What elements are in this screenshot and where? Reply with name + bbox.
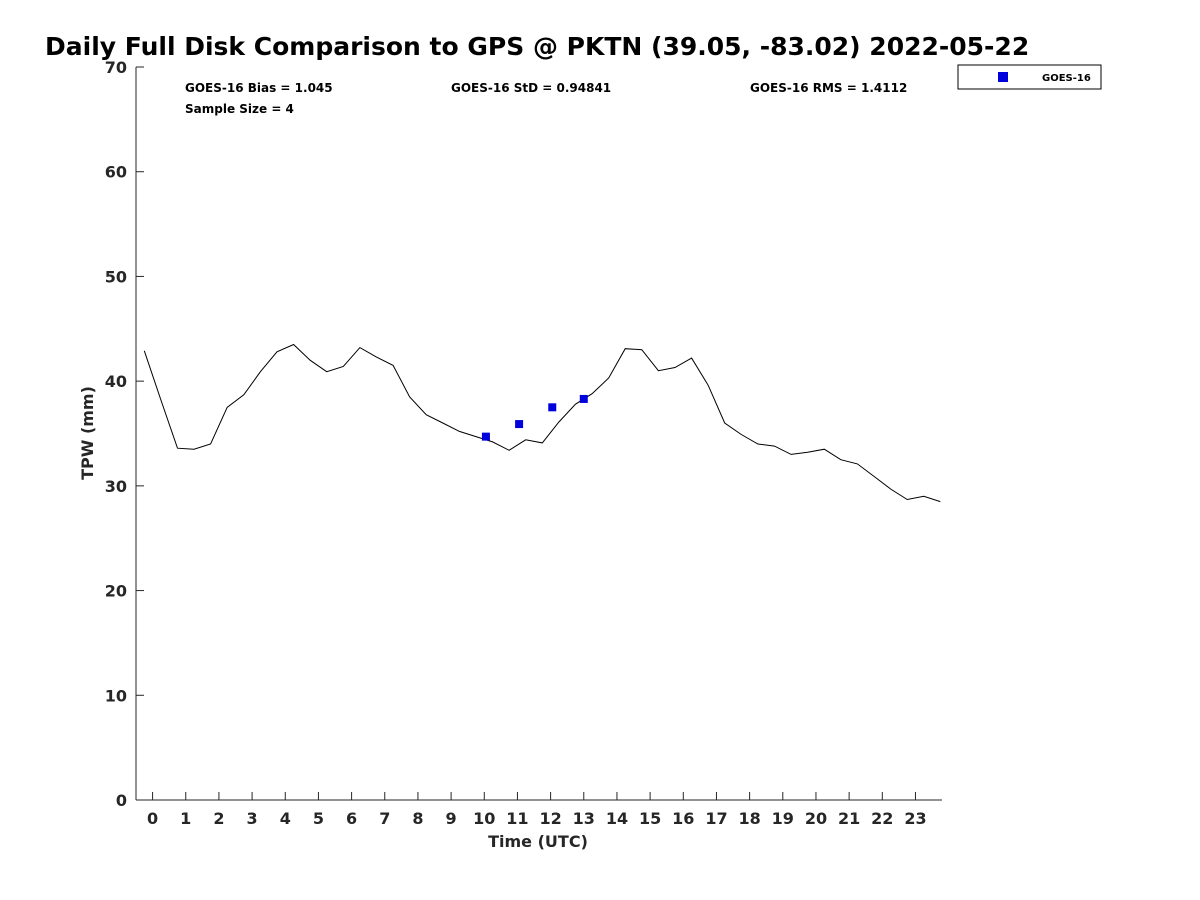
legend-marker-goes16: [998, 72, 1008, 82]
goes16-point: [481, 432, 490, 441]
y-tick-label: 60: [105, 163, 127, 182]
x-tick-label: 8: [412, 809, 423, 828]
x-tick-label: 14: [606, 809, 628, 828]
y-tick-label: 70: [105, 58, 127, 77]
x-tick-label: 18: [738, 809, 760, 828]
x-tick-label: 17: [705, 809, 727, 828]
y-tick-label: 20: [105, 582, 127, 601]
stat-std: GOES-16 StD = 0.94841: [451, 81, 611, 95]
x-tick-label: 6: [346, 809, 357, 828]
x-tick-label: 19: [772, 809, 794, 828]
x-tick-label: 15: [639, 809, 661, 828]
legend: GOES-16: [957, 64, 1102, 90]
y-tick-label: 0: [116, 791, 127, 810]
x-axis-label: Time (UTC): [488, 832, 588, 851]
stat-sample-size: Sample Size = 4: [185, 102, 294, 116]
stat-rms: GOES-16 RMS = 1.4112: [750, 81, 907, 95]
y-axis-label: TPW (mm): [78, 386, 97, 480]
goes16-point: [579, 394, 588, 403]
y-tick-label: 50: [105, 267, 127, 286]
x-tick-label: 10: [473, 809, 495, 828]
x-tick-label: 1: [180, 809, 191, 828]
x-tick-label: 11: [506, 809, 528, 828]
chart-title: Daily Full Disk Comparison to GPS @ PKTN…: [45, 32, 1029, 61]
x-tick-label: 13: [573, 809, 595, 828]
goes16-point: [548, 403, 557, 412]
y-ticks: 0 10 20 30 40 50 60 70: [105, 58, 144, 810]
y-tick-label: 10: [105, 686, 127, 705]
y-tick-label: 30: [105, 477, 127, 496]
x-tick-label: 21: [838, 809, 860, 828]
x-tick-label: 2: [213, 809, 224, 828]
x-tick-label: 7: [379, 809, 390, 828]
legend-box: [957, 64, 1102, 90]
x-ticks: 0 1 2 3 4 5 6 7 8 9 10 11 12 13 14 15 16 17 18 19 20 21 22 23: [147, 792, 927, 828]
legend-label-goes16: GOES-16: [1042, 73, 1091, 84]
series-lines: [143, 343, 941, 503]
x-tick-label: 3: [247, 809, 258, 828]
x-tick-label: 5: [313, 809, 324, 828]
gps-tpw-line: [143, 343, 941, 503]
x-tick-label: 22: [871, 809, 893, 828]
x-tick-label: 9: [446, 809, 457, 828]
stat-bias: GOES-16 Bias = 1.045: [185, 81, 333, 95]
x-tick-label: 16: [672, 809, 694, 828]
x-tick-label: 4: [280, 809, 291, 828]
axes: [135, 67, 942, 801]
x-tick-label: 20: [805, 809, 827, 828]
x-tick-label: 12: [539, 809, 561, 828]
x-tick-label: 0: [147, 809, 158, 828]
x-tick-label: 23: [904, 809, 926, 828]
y-tick-label: 40: [105, 372, 127, 391]
goes16-point: [515, 420, 524, 429]
series-points: [481, 394, 588, 441]
